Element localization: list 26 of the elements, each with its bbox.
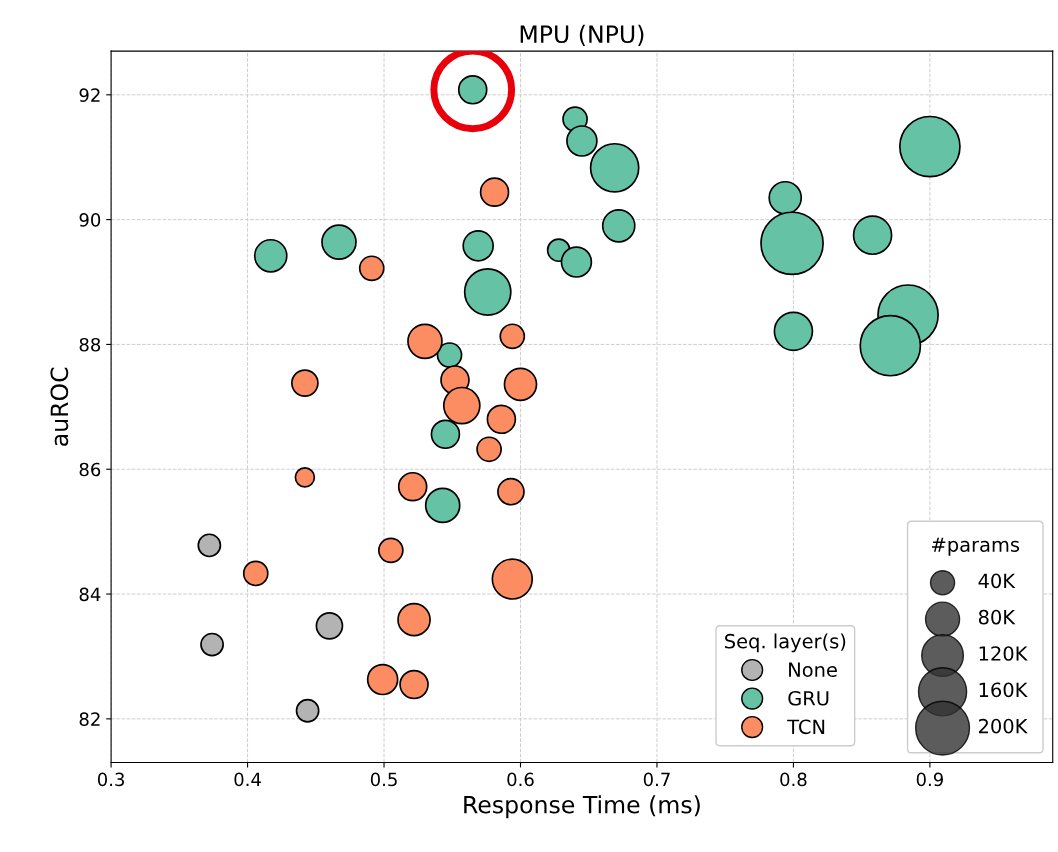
legend-label: 200K [978, 718, 1028, 734]
y-tick-label: 86 [79, 462, 101, 477]
x-tick-label: 0.7 [643, 772, 670, 787]
x-tick-label: 0.6 [507, 772, 534, 787]
legend-label: None [789, 662, 837, 678]
chart-title: MPU (NPU) [520, 24, 644, 46]
y-tick-label: 88 [79, 337, 101, 352]
legend-label: 40K [978, 573, 1016, 589]
x-tick-label: 0.5 [370, 772, 397, 787]
y-tick-label: 92 [79, 88, 100, 102]
y-tick-label: 90 [79, 213, 101, 227]
x-tick-label: 0.8 [780, 772, 807, 787]
y-tick-label: 82 [79, 712, 100, 726]
x-tick-label: 0.9 [916, 772, 943, 787]
legend-title: Seq. layer(s) [725, 633, 846, 653]
x-axis-title: Response Time (ms) [464, 795, 700, 819]
legend-label: GRU [788, 690, 829, 706]
y-tick-label: 84 [79, 587, 101, 602]
annotation: #params [932, 537, 1020, 556]
x-tick-label: 0.4 [234, 772, 261, 787]
legend-label: 120K [979, 646, 1028, 661]
legend-label: 160K [979, 682, 1028, 698]
legend-label: TCN [787, 719, 825, 735]
x-tick-label: 0.3 [97, 772, 124, 787]
y-axis-title: auROC [50, 367, 69, 446]
legend-label: 80K [978, 609, 1016, 625]
